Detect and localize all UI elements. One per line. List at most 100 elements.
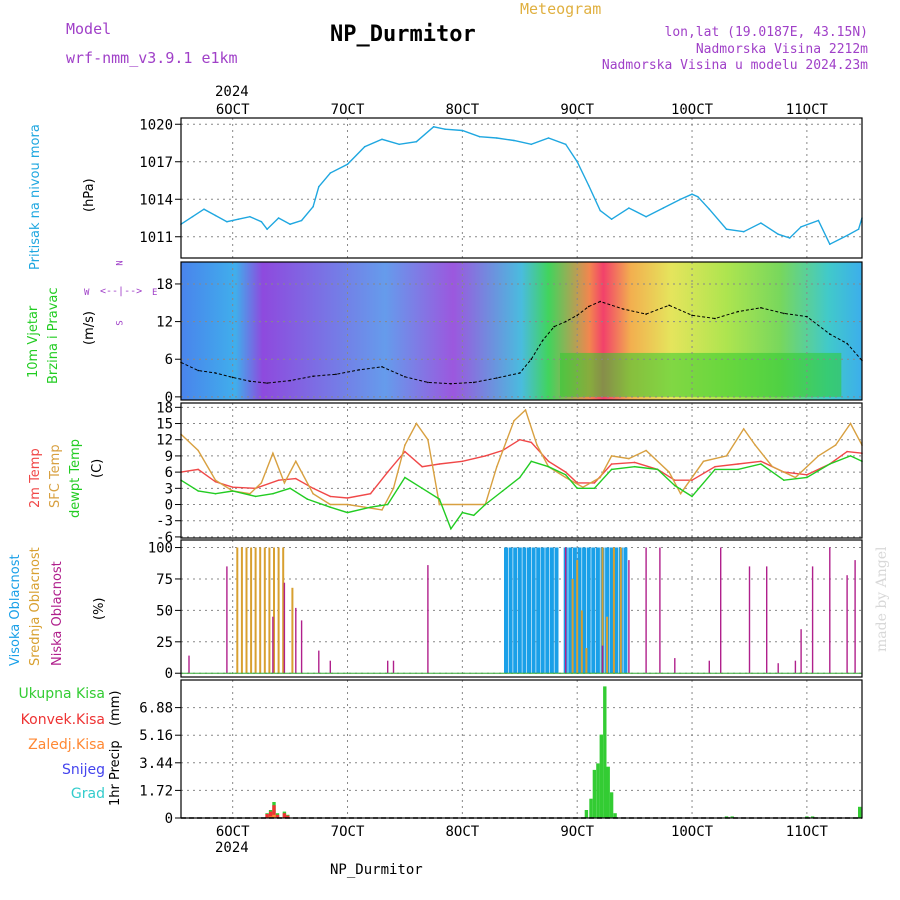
cloud-bar (609, 547, 614, 674)
year-bottom: 2024 (215, 840, 249, 856)
precip-bar (272, 814, 276, 818)
wind-point (519, 372, 521, 374)
temp-point (846, 450, 848, 453)
cloud-bar (601, 547, 604, 674)
temp-point (513, 420, 515, 422)
temp-point (849, 422, 852, 425)
wind-point (214, 372, 217, 374)
cloud-bar (572, 547, 577, 674)
y-tick-label: 6 (165, 465, 173, 481)
meteogram-label: Meteogram (520, 0, 602, 18)
x-tick-label-top: 7OCT (331, 102, 365, 118)
pressure-point (742, 230, 745, 233)
pressure-point (444, 128, 446, 130)
y-tick-label: 1017 (139, 155, 173, 171)
precip-bar (606, 766, 610, 818)
cloud-bar (300, 620, 303, 674)
pressure-point (329, 172, 332, 174)
y-tick-label: 18 (156, 400, 173, 416)
temp-point (806, 474, 808, 476)
temp-point (806, 476, 808, 479)
footer-station: NP_Durmitor (330, 862, 423, 878)
temp-point (329, 506, 332, 509)
wind-point (249, 380, 251, 383)
cloud-bar (748, 566, 751, 674)
pressure-point (363, 145, 366, 148)
y-tick-label: 6 (165, 352, 173, 368)
precip-bar (609, 792, 614, 818)
y-tick-label: 25 (156, 635, 173, 651)
y-tick-label: 18 (156, 277, 173, 293)
wind-point (564, 320, 567, 323)
temp-point (254, 495, 257, 498)
temp-point (742, 428, 745, 430)
y-tick-label: 0 (165, 498, 173, 514)
x-tick-label-bottom: 9OCT (560, 824, 594, 840)
temp-point (421, 465, 424, 468)
temp-point (702, 460, 705, 463)
cloud-bar (854, 560, 856, 674)
pressure-point (708, 208, 711, 210)
precip-bar (268, 811, 273, 818)
temp-point (484, 455, 487, 457)
pressure-point (461, 129, 464, 132)
y-tick-label: 100 (148, 541, 173, 557)
x-tick-label-top: 9OCT (560, 102, 594, 118)
temp-point (260, 482, 263, 484)
temp-point (610, 463, 613, 465)
year-top: 2024 (215, 84, 249, 100)
legend-ice-precip: Zaledj.Kisa (28, 737, 105, 753)
pressure-point (346, 163, 349, 166)
x-tick-label-bottom: 7OCT (331, 824, 365, 840)
cloud-bar (236, 547, 239, 674)
pressure-point (478, 135, 481, 138)
temp-point (593, 487, 596, 490)
temp-point (829, 463, 831, 465)
cloud-bar (580, 610, 583, 674)
wind-point (829, 333, 831, 335)
pressure-point (846, 234, 848, 237)
temp-point (272, 452, 274, 455)
temp-point (547, 460, 550, 463)
temp-point (714, 468, 716, 471)
temp-point (283, 482, 286, 484)
cloud-bar (508, 547, 513, 674)
temp-point (438, 463, 441, 465)
y-tick-label: 75 (156, 572, 173, 588)
temp-point (346, 497, 349, 499)
cloud-bar (387, 660, 389, 674)
temp-point (610, 455, 613, 457)
y-tick-label: 3.44 (139, 756, 173, 772)
cloud-bar (318, 650, 320, 674)
temp-point (438, 498, 441, 500)
cloud-bar (329, 660, 331, 674)
temp-point (484, 503, 487, 506)
legend-snow: Snijeg (61, 762, 105, 778)
precip-bar (286, 815, 290, 818)
temp-point (404, 476, 406, 479)
temp-point (754, 444, 756, 446)
temp-point (656, 468, 659, 471)
pressure-point (415, 140, 418, 143)
y-tick-label: 0 (165, 811, 173, 827)
temp-point (450, 528, 452, 530)
y-tick-label: 3 (165, 481, 173, 497)
temp-point (346, 511, 349, 514)
precip-bar (730, 816, 734, 818)
pressure-point (226, 220, 228, 223)
pressure-point (237, 218, 240, 220)
cloud-bar (259, 547, 262, 674)
cloud-bar (811, 566, 814, 674)
cloud-bar (554, 547, 559, 674)
cloud-bar (708, 660, 710, 674)
wind-point (760, 307, 762, 309)
x-tick-label-bottom: 6OCT (216, 824, 250, 840)
cloud-bar (240, 547, 243, 674)
pressure-point (564, 143, 567, 146)
x-tick-label-top: 6OCT (216, 102, 250, 118)
legend-conv-precip: Konvek.Kisa (20, 712, 105, 728)
cloud-bar (612, 547, 615, 674)
temp-point (714, 465, 716, 468)
temp-point (214, 492, 217, 495)
